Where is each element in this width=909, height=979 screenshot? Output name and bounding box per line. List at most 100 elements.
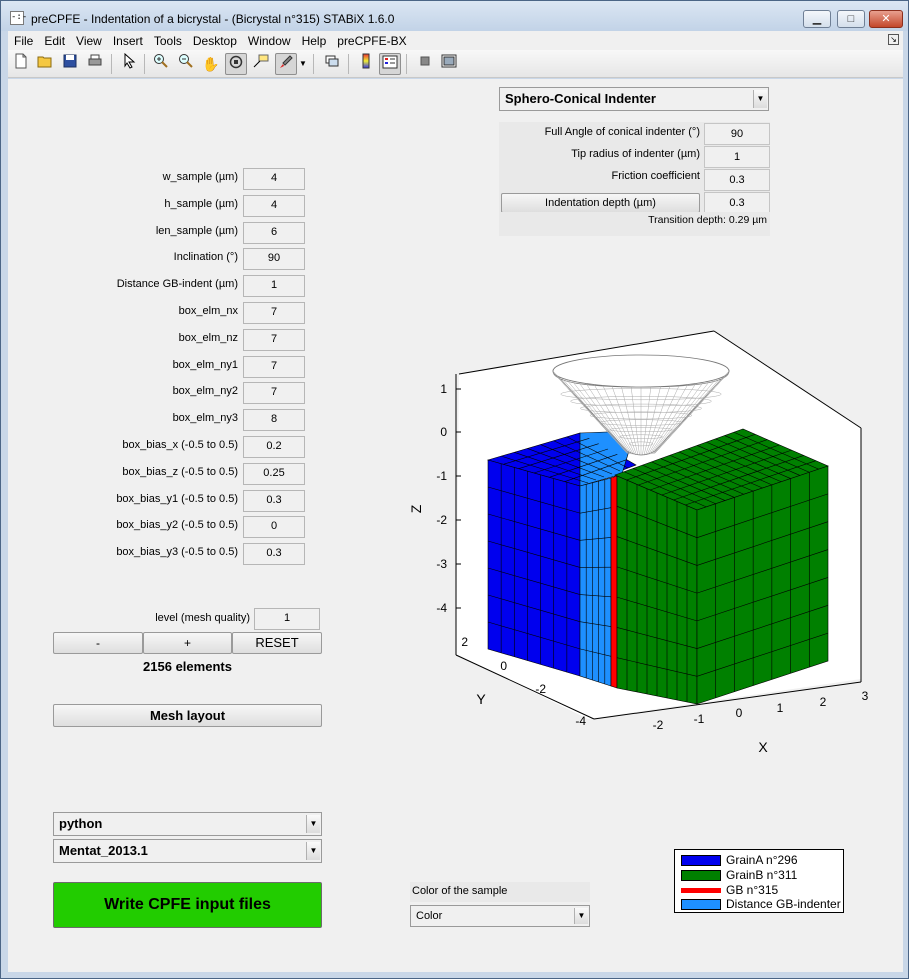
- sample-param-field[interactable]: 0.3: [243, 490, 305, 512]
- y-axis-line: [455, 654, 595, 720]
- colorbar-icon[interactable]: [355, 53, 377, 75]
- menu-desktop[interactable]: Desktop: [192, 33, 237, 48]
- sample-param-field[interactable]: 7: [243, 302, 305, 324]
- menu-file[interactable]: File: [14, 33, 34, 48]
- save-icon[interactable]: [59, 53, 81, 75]
- mesh-increase-button[interactable]: +: [143, 632, 232, 654]
- sample-param-field[interactable]: 7: [243, 329, 305, 351]
- mesh-level-field[interactable]: 1: [254, 608, 320, 630]
- sample-param-field[interactable]: 6: [243, 222, 305, 244]
- indenter-mesh-line: [630, 386, 640, 455]
- indenter-mesh-line: [619, 434, 663, 440]
- sample-param-field[interactable]: 7: [243, 382, 305, 404]
- brush-icon[interactable]: [275, 53, 297, 75]
- close-button[interactable]: ✕: [869, 10, 903, 28]
- mesh-line: [503, 438, 590, 465]
- mesh-line: [642, 464, 726, 501]
- mesh-line: [616, 566, 698, 594]
- sample-color-value: Color: [416, 910, 443, 922]
- sample-param-field[interactable]: 0.25: [243, 463, 305, 485]
- tip-radius-field[interactable]: 1: [704, 146, 770, 168]
- indenter-type-dropdown[interactable]: Sphero-Conical Indenter ▼: [499, 87, 769, 111]
- mesh-line: [518, 443, 599, 469]
- menu-edit[interactable]: Edit: [44, 33, 66, 48]
- mesh-line: [651, 461, 735, 498]
- sample-color-dropdown[interactable]: Color ▼: [410, 905, 590, 927]
- language-dropdown[interactable]: python ▼: [53, 812, 322, 836]
- link-plot-icon[interactable]: [321, 53, 343, 75]
- cone-angle-field[interactable]: 90: [704, 123, 770, 145]
- indentation-depth-button[interactable]: Indentation depth (µm): [501, 193, 700, 213]
- friction-field[interactable]: 0.3: [704, 169, 770, 191]
- menu-view[interactable]: View: [76, 33, 102, 48]
- sample-param-field[interactable]: 0: [243, 516, 305, 538]
- sample-param-field[interactable]: 7: [243, 356, 305, 378]
- print-icon[interactable]: [84, 53, 106, 75]
- mesh-line: [579, 648, 612, 657]
- plot-legend[interactable]: GrainA n°296 GrainB n°311 GB n°315 Dista…: [674, 849, 844, 913]
- sample-param-field[interactable]: 1: [243, 275, 305, 297]
- param-label: Full Angle of conical indenter (°): [499, 124, 703, 140]
- sample-param-field[interactable]: 4: [243, 195, 305, 217]
- mesh-line: [616, 596, 698, 622]
- sample-param-field[interactable]: 90: [243, 248, 305, 270]
- sample-param-field[interactable]: 8: [243, 409, 305, 431]
- sample-param-field[interactable]: 0.2: [243, 436, 305, 458]
- dock-arrow-icon[interactable]: ↘: [888, 34, 899, 45]
- mesh-line: [661, 449, 792, 496]
- mesh-line: [579, 621, 612, 627]
- mesh-layout-button[interactable]: Mesh layout: [53, 704, 322, 727]
- sample-param-field[interactable]: 4: [243, 168, 305, 190]
- menu-precpfe-bx[interactable]: preCPFE-BX: [337, 33, 407, 48]
- menu-tools[interactable]: Tools: [153, 33, 182, 48]
- minimize-button[interactable]: ▁: [803, 10, 831, 28]
- legend-swatch: [681, 899, 721, 910]
- new-figure-icon[interactable]: [10, 53, 32, 75]
- title-bar[interactable]: -:- preCPFE - Indentation of a bicrystal…: [1, 1, 908, 31]
- menu-window[interactable]: Window: [247, 33, 291, 48]
- figure-area: Sphero-Conical Indenter ▼ Full Angle of …: [8, 79, 903, 972]
- pan-icon[interactable]: ✋: [202, 56, 220, 72]
- indenter-mesh-line: [650, 382, 704, 455]
- menu-insert[interactable]: Insert: [112, 33, 143, 48]
- y-axis-label: Y: [476, 691, 486, 707]
- sample-param-label: box_bias_y1 (-0.5 to 0.5): [53, 490, 241, 512]
- sample-param-label: box_elm_ny1: [53, 356, 241, 378]
- mesh-reset-button[interactable]: RESET: [232, 632, 322, 654]
- data-cursor-icon[interactable]: [250, 53, 272, 75]
- x-ticks: -2 -1 0 1 2 3: [653, 689, 869, 732]
- sample-param-label: Distance GB-indent (µm): [53, 275, 241, 297]
- mesh-grid-lines: [487, 432, 829, 702]
- mesh-line: [696, 632, 829, 677]
- brush-dropdown-icon[interactable]: ▼: [299, 59, 307, 68]
- mesh-decrease-button[interactable]: -: [53, 632, 143, 654]
- mesh-line: [706, 441, 791, 479]
- show-plot-tools-icon[interactable]: [438, 53, 460, 75]
- rotate-3d-icon[interactable]: [225, 53, 247, 75]
- sample-param-field[interactable]: 0.3: [243, 543, 305, 565]
- hide-plot-tools-icon[interactable]: [414, 53, 436, 75]
- indenter-mesh-line: [653, 377, 721, 454]
- write-cpfe-input-files-button[interactable]: Write CPFE input files: [53, 882, 322, 928]
- open-file-icon[interactable]: [34, 53, 56, 75]
- mesh-line: [487, 540, 581, 568]
- distance-front-face: [579, 477, 612, 687]
- mesh-line: [564, 459, 627, 482]
- menu-help[interactable]: Help: [301, 33, 327, 48]
- mesh-line: [696, 521, 829, 566]
- indenter-mesh-line: [555, 374, 628, 454]
- software-dropdown[interactable]: Mentat_2013.1 ▼: [53, 839, 322, 863]
- maximize-button[interactable]: □: [837, 10, 865, 28]
- pointer-icon[interactable]: [118, 52, 140, 75]
- mesh-3d-plot[interactable]: 1 0 -1 -2 -3 -4 2 0 -2 -4 -2 -1 0 1 2 3 Z Y X: [401, 324, 871, 754]
- indentation-depth-field[interactable]: 0.3: [704, 192, 770, 214]
- zoom-out-icon[interactable]: [175, 53, 197, 75]
- mesh-line: [487, 486, 581, 514]
- z-tick-label: 1: [440, 382, 447, 396]
- sample-param-label: h_sample (µm): [53, 195, 241, 217]
- zoom-in-icon[interactable]: [150, 53, 172, 75]
- sample-param-label: box_bias_y3 (-0.5 to 0.5): [53, 543, 241, 565]
- indenter-mesh-line: [648, 384, 689, 455]
- legend-icon[interactable]: [379, 53, 401, 75]
